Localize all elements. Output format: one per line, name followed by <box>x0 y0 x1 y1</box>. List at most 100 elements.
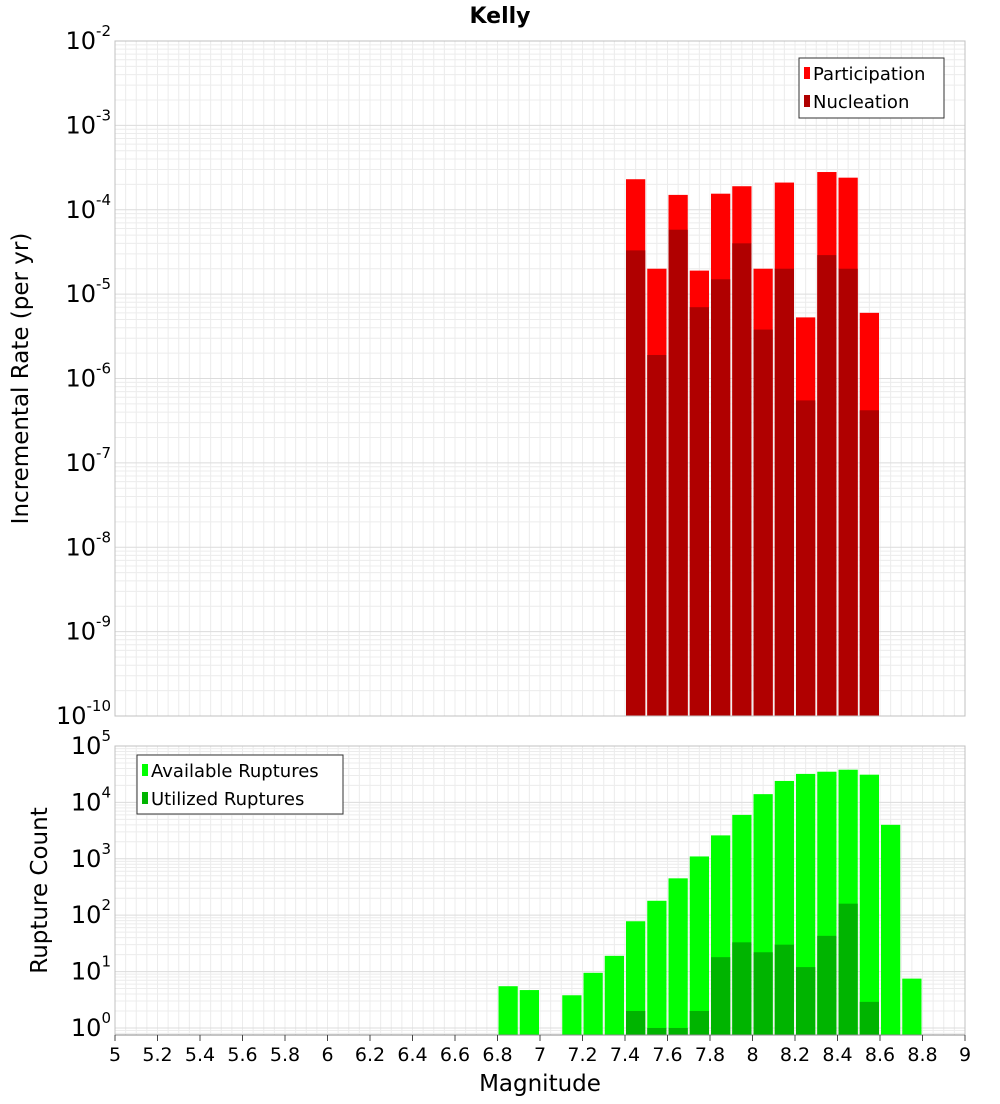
y-tick-base: 10 <box>65 449 96 477</box>
y-tick-exponent: -10 <box>87 697 112 715</box>
x-axis: 5 5.2 5.4 5.6 5.8 6 6.2 6.4 6.6 6.8 7 7.2 7.4 7.6 7.8 8… <box>109 1034 971 1097</box>
bar-utilized-ruptures <box>689 1010 709 1035</box>
y-tick-exponent: -4 <box>96 191 111 209</box>
legend-swatch <box>142 792 148 804</box>
x-tick-label: 5.8 <box>270 1044 300 1066</box>
y-tick-exponent: 4 <box>101 783 111 801</box>
legend-label: Available Ruptures <box>151 761 319 782</box>
legend-1: Available Ruptures Utilized Ruptures <box>136 754 344 815</box>
bar-nucleation <box>711 279 731 716</box>
y-tick-label: 10-8 <box>65 528 111 561</box>
legend-swatch <box>804 67 810 79</box>
y-tick-exponent: -2 <box>96 22 111 40</box>
x-tick-label: 7.4 <box>610 1044 640 1066</box>
y-tick-base: 10 <box>56 702 87 730</box>
chart-title: Kelly <box>469 4 530 29</box>
x-tick-label: 7.8 <box>695 1044 725 1066</box>
y-tick-label: 10-10 <box>56 697 111 730</box>
y-tick-exponent: -8 <box>96 528 111 546</box>
y-tick-exponent: -9 <box>96 613 111 631</box>
bar-utilized-ruptures <box>647 1027 667 1035</box>
y-tick-base: 10 <box>71 1014 102 1042</box>
y-tick-label: 10-2 <box>65 22 111 55</box>
bar-available-ruptures <box>498 986 518 1035</box>
y-tick-base: 10 <box>65 196 96 224</box>
bar-utilized-ruptures <box>796 967 816 1035</box>
y-tick-label: 10-9 <box>65 613 111 646</box>
x-tick-label: 6.6 <box>440 1044 470 1066</box>
bar-available-ruptures <box>583 972 603 1035</box>
bar-available-ruptures <box>859 774 879 1035</box>
y-tick-label: 103 <box>71 840 111 873</box>
top-plot: 10-210-310-410-510-610-710-810-910-10Inc… <box>8 22 966 730</box>
x-tick-label: 6.4 <box>397 1044 427 1066</box>
y-tick-label: 10-4 <box>65 191 111 224</box>
y-tick-label: 102 <box>71 896 111 929</box>
y-tick-base: 10 <box>71 788 102 816</box>
bar-available-ruptures <box>562 995 582 1035</box>
y-tick-exponent: 1 <box>101 953 111 971</box>
x-tick-label: 6 <box>321 1044 333 1066</box>
y-tick-exponent: -5 <box>96 275 111 293</box>
grid-0 <box>114 41 966 717</box>
y-tick-base: 10 <box>65 365 96 393</box>
x-tick-label: 8.6 <box>865 1044 895 1066</box>
plot-frame-0 <box>114 40 966 717</box>
x-tick-label: 6.8 <box>482 1044 512 1066</box>
y-tick-base: 10 <box>65 533 96 561</box>
y-axis-title: Rupture Count <box>27 807 53 973</box>
bar-utilized-ruptures <box>711 957 731 1035</box>
legend-label: Utilized Ruptures <box>151 789 304 810</box>
bar-utilized-ruptures <box>626 1010 646 1035</box>
y-tick-base: 10 <box>71 958 102 986</box>
bar-utilized-ruptures <box>753 952 773 1035</box>
bar-utilized-ruptures <box>859 1001 879 1035</box>
bar-nucleation <box>817 255 837 716</box>
y-tick-base: 10 <box>71 845 102 873</box>
x-tick-label: 5.4 <box>185 1044 215 1066</box>
x-tick-label: 6.2 <box>355 1044 385 1066</box>
y-tick-exponent: 3 <box>101 840 111 858</box>
bars-0 <box>626 172 879 717</box>
x-tick-label: 7.6 <box>652 1044 682 1066</box>
bar-nucleation <box>859 410 879 716</box>
bar-utilized-ruptures <box>668 1027 688 1035</box>
x-tick-label: 7 <box>534 1044 546 1066</box>
y-tick-label: 101 <box>71 953 111 986</box>
y-tick-exponent: 5 <box>101 727 111 745</box>
y-tick-exponent: -7 <box>96 444 111 462</box>
y-axis-title: Incremental Rate (per yr) <box>8 233 34 525</box>
legend-box <box>136 754 344 815</box>
y-tick-base: 10 <box>65 111 96 139</box>
legend-0: Participation Nucleation <box>798 57 945 119</box>
y-tick-base: 10 <box>65 280 96 308</box>
y-tick-label: 104 <box>71 783 111 816</box>
y-tick-base: 10 <box>65 618 96 646</box>
y-tick-exponent: 0 <box>101 1009 111 1027</box>
bar-utilized-ruptures <box>838 903 858 1035</box>
y-tick-label: 10-5 <box>65 275 111 308</box>
bar-available-ruptures <box>668 878 688 1035</box>
y-tick-exponent: -6 <box>96 360 111 378</box>
x-tick-label: 9 <box>959 1044 971 1066</box>
x-axis-title: Magnitude <box>479 1071 601 1097</box>
bars-1 <box>498 769 922 1035</box>
bar-available-ruptures <box>902 978 922 1035</box>
bar-available-ruptures <box>881 824 901 1035</box>
x-tick-label: 7.2 <box>567 1044 597 1066</box>
x-tick-label: 5 <box>109 1044 121 1066</box>
legend-label: Nucleation <box>813 92 909 113</box>
x-tick-label: 8.8 <box>907 1044 937 1066</box>
legend-label: Participation <box>813 64 925 85</box>
y-tick-exponent: -3 <box>96 106 111 124</box>
bar-available-ruptures <box>689 856 709 1035</box>
x-tick-label: 8 <box>746 1044 758 1066</box>
bar-utilized-ruptures <box>817 935 837 1035</box>
y-tick-label: 10-6 <box>65 360 111 393</box>
y-tick-base: 10 <box>65 27 96 55</box>
bar-nucleation <box>732 243 752 717</box>
